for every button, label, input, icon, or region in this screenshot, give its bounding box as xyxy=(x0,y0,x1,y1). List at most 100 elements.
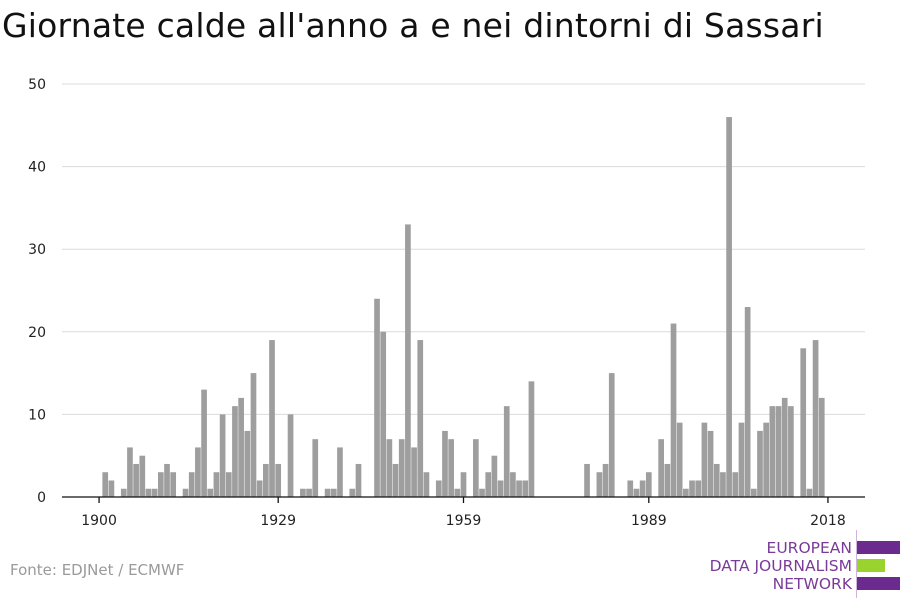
bar xyxy=(164,463,170,497)
x-tick-label: 1900 xyxy=(81,513,117,529)
bar xyxy=(701,422,708,497)
bar xyxy=(250,373,257,497)
bar xyxy=(417,340,424,497)
bar xyxy=(244,430,251,497)
bar xyxy=(510,472,516,497)
y-tick-label: 20 xyxy=(28,325,46,341)
chart-title: Giornate calde all'anno a e nei dintorni… xyxy=(2,6,824,45)
bar xyxy=(800,348,807,497)
bar xyxy=(337,447,343,497)
bar xyxy=(763,422,770,497)
bar xyxy=(516,480,522,497)
bar xyxy=(608,373,615,497)
y-tick-label: 0 xyxy=(37,490,46,506)
logo-line-network: NETWORK xyxy=(772,575,852,593)
bar xyxy=(182,488,189,497)
bar xyxy=(398,439,405,497)
bar xyxy=(355,463,362,497)
bar xyxy=(139,455,146,497)
bar xyxy=(818,397,825,497)
bar xyxy=(287,414,294,497)
bar xyxy=(769,406,776,497)
bar xyxy=(522,480,529,497)
bar xyxy=(435,480,442,497)
bar xyxy=(454,488,461,497)
bar xyxy=(275,463,282,497)
logo-bar-top xyxy=(857,541,900,554)
bar xyxy=(664,463,671,497)
bar xyxy=(256,480,263,497)
bar xyxy=(602,463,609,497)
bar xyxy=(676,422,683,497)
x-axis: 1900 1929 1959 1989 2018 xyxy=(62,496,865,529)
logo-line-european: EUROPEAN xyxy=(766,539,852,557)
bar xyxy=(324,488,331,497)
logo-bar-bottom xyxy=(857,577,900,590)
bar xyxy=(170,472,177,497)
bar xyxy=(127,447,133,497)
bar xyxy=(213,472,220,497)
bar xyxy=(658,439,665,497)
bar xyxy=(448,439,454,497)
bar xyxy=(683,488,689,497)
bar xyxy=(392,463,399,497)
bar xyxy=(386,439,393,497)
bar xyxy=(262,463,269,497)
bar xyxy=(596,472,603,497)
bar xyxy=(757,430,763,497)
bar xyxy=(503,406,510,497)
bar xyxy=(232,406,238,497)
x-tick-label: 1959 xyxy=(446,513,482,529)
bar xyxy=(775,406,782,497)
bar xyxy=(108,480,115,497)
bar xyxy=(720,472,726,497)
bar xyxy=(645,472,652,497)
bar xyxy=(442,430,448,497)
bar xyxy=(133,463,139,497)
logo-line-data-journalism: DATA JOURNALISM xyxy=(709,557,852,575)
bar xyxy=(732,472,739,497)
bar xyxy=(269,340,275,497)
bar xyxy=(738,422,745,497)
bar xyxy=(627,480,634,497)
y-tick-label: 30 xyxy=(28,242,46,258)
bar xyxy=(349,488,356,497)
bar xyxy=(497,480,504,497)
bar xyxy=(485,472,492,497)
bar xyxy=(300,488,306,497)
bar xyxy=(238,397,244,497)
bar xyxy=(639,480,646,497)
bar xyxy=(188,472,195,497)
bar xyxy=(689,480,695,497)
y-tick-label: 40 xyxy=(28,160,46,176)
bar xyxy=(201,389,207,497)
bar xyxy=(528,381,535,497)
bar xyxy=(219,414,226,497)
bar xyxy=(750,488,757,497)
bar xyxy=(330,488,337,497)
source-text: Fonte: EDJNet / ECMWF xyxy=(10,561,185,579)
bar xyxy=(207,488,214,497)
bar xyxy=(473,439,479,497)
bar xyxy=(306,488,312,497)
bar xyxy=(145,488,152,497)
x-tick-label: 1989 xyxy=(631,513,667,529)
bar xyxy=(707,430,714,497)
bar xyxy=(491,455,498,497)
bar xyxy=(423,472,430,497)
bar xyxy=(788,406,794,497)
bar xyxy=(312,439,319,497)
bar xyxy=(102,472,109,497)
bar xyxy=(479,488,485,497)
bar xyxy=(460,472,467,497)
bar xyxy=(405,224,411,498)
x-tick-label: 1929 xyxy=(260,513,296,529)
bar xyxy=(157,472,164,497)
y-tick-label: 50 xyxy=(28,77,46,93)
edjnet-logo: EUROPEAN DATA JOURNALISM NETWORK xyxy=(700,530,900,598)
logo-bar-middle xyxy=(857,559,885,572)
bar xyxy=(744,307,751,497)
logo-divider xyxy=(856,530,857,598)
bar xyxy=(584,463,590,497)
